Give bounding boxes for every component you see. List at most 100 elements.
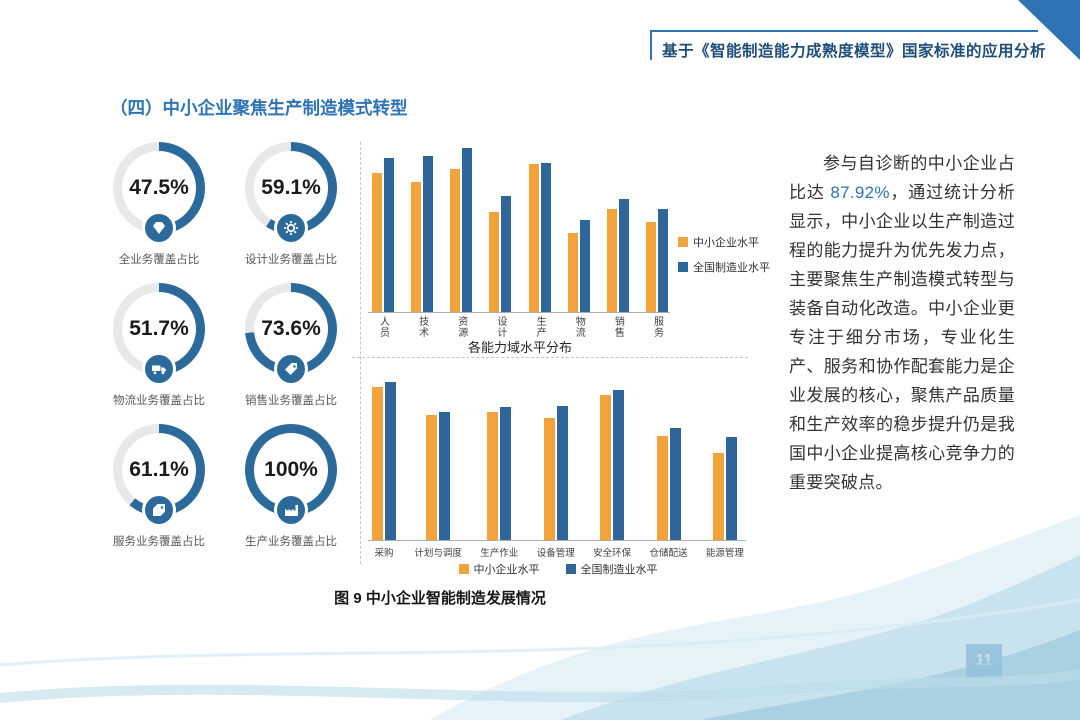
gauge: 100% 生产业务覆盖占比 <box>230 424 352 549</box>
top-chart-legend: 中小企业水平全国制造业水平 <box>678 234 770 275</box>
category-label: 人员 <box>377 316 389 338</box>
bar <box>439 412 451 540</box>
bar-pair <box>606 148 629 312</box>
bar-pair <box>528 148 551 312</box>
truck-icon <box>142 352 176 386</box>
gauge-label: 物流业务覆盖占比 <box>113 395 205 407</box>
category-label: 计划与调度 <box>414 548 462 559</box>
category-label: 安全环保 <box>593 548 632 559</box>
bar <box>462 148 473 312</box>
category-label: 物流 <box>573 316 585 338</box>
legend-label: 全国制造业水平 <box>580 564 658 576</box>
bar-group: 能源管理 <box>706 382 744 559</box>
gauge-value: 51.7% <box>129 317 189 340</box>
highlight-percentage: 87.92% <box>830 183 890 202</box>
section-title: （四）中小企业聚焦生产制造模式转型 <box>110 98 408 118</box>
gauge-label: 设计业务覆盖占比 <box>245 254 337 266</box>
gauge: 61.1% 服务业务覆盖占比 <box>98 424 220 549</box>
bar <box>528 164 539 312</box>
legend-label: 全国制造业水平 <box>693 262 770 274</box>
gem-icon <box>142 211 176 245</box>
bar-group: 销售 <box>606 148 629 338</box>
ticket-icon <box>142 493 176 527</box>
bar <box>579 220 590 312</box>
bar-pair <box>543 382 568 540</box>
legend-swatch <box>458 564 469 574</box>
horizontal-dashed-divider <box>352 357 748 358</box>
legend-item: 中小企业水平 <box>678 234 770 250</box>
tag-icon <box>274 352 308 386</box>
capability-domain-chart: 人员 技术 资源 设计 生产 物流 销售 服务 <box>372 148 668 338</box>
gauge: 59.1% 设计业务覆盖占比 <box>230 142 352 267</box>
category-label: 生产 <box>534 316 546 338</box>
top-chart-title: 各能力域水平分布 <box>467 340 572 355</box>
bar <box>725 437 737 540</box>
gauge-label: 全业务覆盖占比 <box>118 254 200 266</box>
gauge-label: 生产业务覆盖占比 <box>245 536 337 548</box>
bar-pair <box>600 382 625 540</box>
bar <box>500 407 512 540</box>
gauge-value: 47.5% <box>129 176 189 199</box>
bar <box>543 418 555 540</box>
bar-pair <box>426 382 451 540</box>
bar <box>501 196 512 312</box>
bar-group: 资源 <box>450 148 473 338</box>
gauge-ring: 47.5% <box>113 142 205 245</box>
bar-group: 生产 <box>528 148 551 338</box>
legend-item: 中小企业水平 <box>458 561 540 577</box>
category-label: 设计 <box>494 316 506 338</box>
category-label: 采购 <box>374 548 394 559</box>
bar <box>657 209 668 312</box>
gauge-label: 服务业务覆盖占比 <box>113 536 205 548</box>
bottom-chart-legend: 中小企业水平 全国制造业水平 <box>372 561 744 577</box>
bar-pair <box>567 148 590 312</box>
bar <box>372 387 383 540</box>
vertical-dashed-divider <box>360 142 361 564</box>
bottom-chart-axis <box>368 540 746 541</box>
bar-pair <box>372 148 394 312</box>
page-header: 基于《智能制造能力成熟度模型》国家标准的应用分析 <box>650 30 1047 61</box>
bar <box>423 156 434 312</box>
category-label: 生产作业 <box>480 548 519 559</box>
header-title: 基于《智能制造能力成熟度模型》国家标准的应用分析 <box>662 43 1047 60</box>
gauge-value: 73.6% <box>261 317 321 340</box>
category-label: 资源 <box>455 316 467 338</box>
bar-group: 服务 <box>645 148 668 338</box>
gauge-label: 销售业务覆盖占比 <box>245 395 337 407</box>
bar-pair <box>450 148 473 312</box>
bar-pair <box>489 148 512 312</box>
gauge-ring: 51.7% <box>113 283 205 386</box>
bar-group: 人员 <box>372 148 394 338</box>
gauge-ring: 100% <box>245 424 337 527</box>
category-label: 服务 <box>651 316 663 338</box>
bar-group: 仓储配送 <box>650 382 688 559</box>
bar-group: 设备管理 <box>537 382 575 559</box>
paragraph-text-before: 参与自诊断的中小企业占比达 <box>789 154 1015 202</box>
bar <box>540 163 551 312</box>
bar-group: 技术 <box>411 148 434 338</box>
gauge-value: 61.1% <box>129 458 189 481</box>
category-label: 销售 <box>612 316 624 338</box>
bar <box>450 169 461 312</box>
bar-group: 生产作业 <box>480 382 518 559</box>
gauge-ring: 73.6% <box>245 283 337 386</box>
bar <box>426 415 438 540</box>
body-paragraph: 参与自诊断的中小企业占比达 87.92%，通过统计分析显示，中小企业以生产制造过… <box>789 149 1015 497</box>
bar-group: 计划与调度 <box>414 382 462 559</box>
gear-icon <box>274 211 308 245</box>
bar <box>567 233 578 312</box>
bar <box>372 173 382 312</box>
legend-swatch <box>678 237 688 247</box>
gauge-ring: 59.1% <box>245 142 337 245</box>
bar <box>384 158 394 312</box>
bar-pair <box>411 148 434 312</box>
legend-swatch <box>678 262 688 272</box>
bar-pair <box>712 382 737 540</box>
bar-group: 设计 <box>489 148 512 338</box>
page-number-badge: 11 <box>966 644 1002 678</box>
bar <box>645 222 656 312</box>
bar <box>411 182 422 312</box>
gauge: 73.6% 销售业务覆盖占比 <box>230 283 352 408</box>
bar-group: 采购 <box>372 382 396 559</box>
